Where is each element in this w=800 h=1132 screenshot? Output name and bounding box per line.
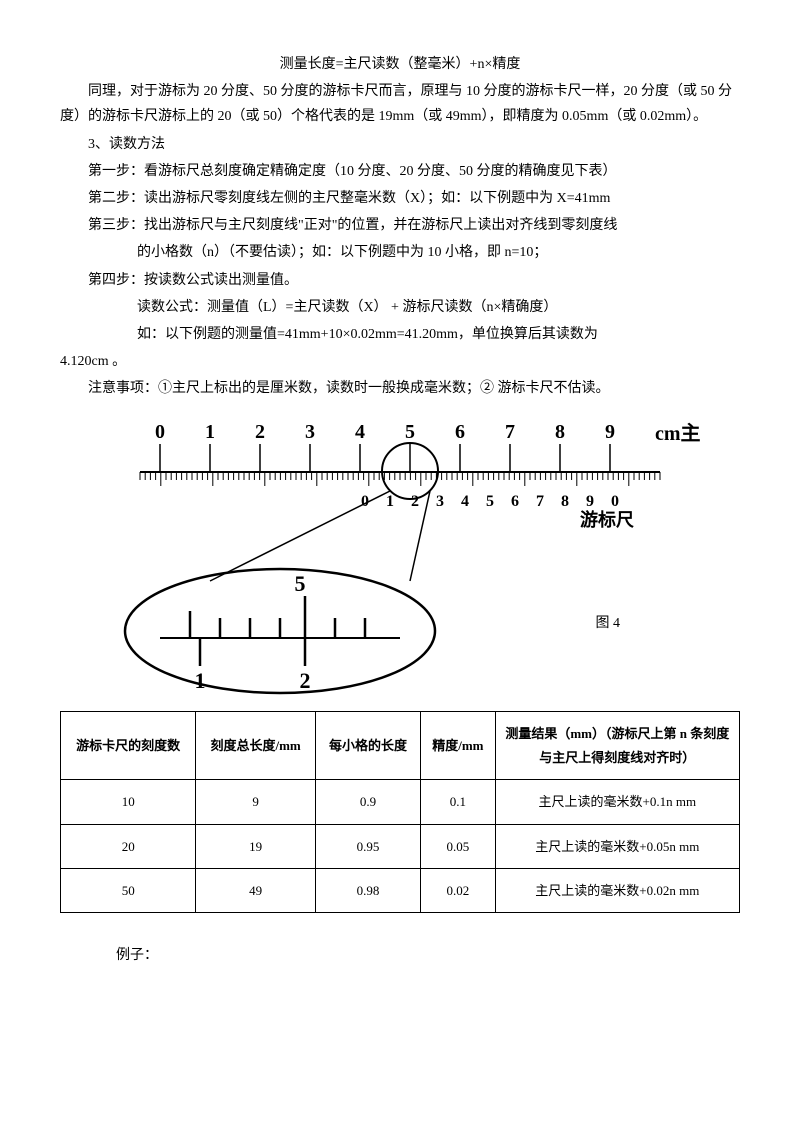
th-3: 精度/mm [421, 712, 495, 780]
cell: 0.05 [421, 824, 495, 868]
cell: 主尺上读的毫米数+0.02n mm [495, 869, 739, 913]
svg-text:7: 7 [505, 421, 515, 443]
cell: 0.98 [315, 869, 420, 913]
step-2: 第二步：读出游标尺零刻度线左侧的主尺整毫米数（X）；如：以下例题中为 X=41m… [60, 186, 740, 211]
svg-text:5: 5 [295, 571, 306, 596]
cell: 50 [61, 869, 196, 913]
result-value: 4.120cm 。 [60, 349, 740, 374]
svg-text:6: 6 [511, 493, 519, 510]
cell: 主尺上读的毫米数+0.05n mm [495, 824, 739, 868]
cell: 0.95 [315, 824, 420, 868]
svg-text:4: 4 [355, 421, 365, 443]
svg-text:5: 5 [486, 493, 494, 510]
svg-text:2: 2 [255, 421, 265, 443]
svg-text:5: 5 [405, 421, 415, 443]
cell: 0.1 [421, 780, 495, 824]
table-header-row: 游标卡尺的刻度数 刻度总长度/mm 每小格的长度 精度/mm 测量结果（mm）（… [61, 712, 740, 780]
figure-caption: 图 4 [596, 611, 621, 636]
cell: 49 [196, 869, 315, 913]
step-3b: 的小格数（n）（不要估读）；如：以下例题中为 10 小格，即 n=10； [60, 240, 740, 265]
para-1: 同理，对于游标为 20 分度、50 分度的游标卡尺而言，原理与 10 分度的游标… [60, 79, 740, 129]
svg-text:0: 0 [155, 421, 165, 443]
cell: 0.9 [315, 780, 420, 824]
svg-text:2: 2 [411, 493, 419, 510]
svg-text:1: 1 [386, 493, 394, 510]
formula-1: 读数公式：测量值（L）=主尺读数（X） + 游标尺读数（n×精确度） [60, 295, 740, 320]
th-2: 每小格的长度 [315, 712, 420, 780]
step-1: 第一步：看游标尺总刻度确定精确定度（10 分度、20 分度、50 分度的精确度见… [60, 159, 740, 184]
th-4: 测量结果（mm）（游标尺上第 n 条刻度与主尺上得刻度线对齐时） [495, 712, 739, 780]
table-row: 10 9 0.9 0.1 主尺上读的毫米数+0.1n mm [61, 780, 740, 824]
notes: 注意事项：①主尺上标出的是厘米数，读数时一般换成毫米数；② 游标卡尺不估读。 [60, 376, 740, 401]
svg-text:6: 6 [455, 421, 465, 443]
example-label: 例子： [60, 943, 740, 968]
svg-text:8: 8 [555, 421, 565, 443]
svg-text:0: 0 [611, 493, 619, 510]
precision-table: 游标卡尺的刻度数 刻度总长度/mm 每小格的长度 精度/mm 测量结果（mm）（… [60, 711, 740, 913]
svg-text:1: 1 [195, 668, 206, 693]
vernier-label: 游标尺 [580, 509, 634, 530]
step-4: 第四步：按读数公式读出测量值。 [60, 268, 740, 293]
title-formula: 测量长度=主尺读数（整毫米）+n×精度 [60, 52, 740, 77]
cell: 19 [196, 824, 315, 868]
svg-text:3: 3 [436, 493, 444, 510]
cm-label: cm主尺 [655, 421, 700, 445]
svg-text:2: 2 [300, 668, 311, 693]
formula-2: 如：以下例题的测量值=41mm+10×0.02mm=41.20mm，单位换算后其… [60, 322, 740, 347]
table-row: 50 49 0.98 0.02 主尺上读的毫米数+0.02n mm [61, 869, 740, 913]
svg-text:9: 9 [605, 421, 615, 443]
svg-text:4: 4 [461, 493, 469, 510]
cell: 主尺上读的毫米数+0.1n mm [495, 780, 739, 824]
section-3-heading: 3、读数方法 [60, 132, 740, 157]
cell: 10 [61, 780, 196, 824]
step-3: 第三步：找出游标尺与主尺刻度线"正对"的位置，并在游标尺上读出对齐线到零刻度线 [60, 213, 740, 238]
th-0: 游标卡尺的刻度数 [61, 712, 196, 780]
svg-text:7: 7 [536, 493, 544, 510]
svg-text:9: 9 [586, 493, 594, 510]
th-1: 刻度总长度/mm [196, 712, 315, 780]
vernier-diagram: 012 345 678 9 cm主尺 012 345 678 90 游标尺 5 [100, 416, 700, 696]
svg-text:1: 1 [205, 421, 215, 443]
svg-text:3: 3 [305, 421, 315, 443]
cell: 9 [196, 780, 315, 824]
cell: 0.02 [421, 869, 495, 913]
figure-4: 012 345 678 9 cm主尺 012 345 678 90 游标尺 5 [60, 416, 740, 696]
svg-text:8: 8 [561, 493, 569, 510]
table-row: 20 19 0.95 0.05 主尺上读的毫米数+0.05n mm [61, 824, 740, 868]
cell: 20 [61, 824, 196, 868]
